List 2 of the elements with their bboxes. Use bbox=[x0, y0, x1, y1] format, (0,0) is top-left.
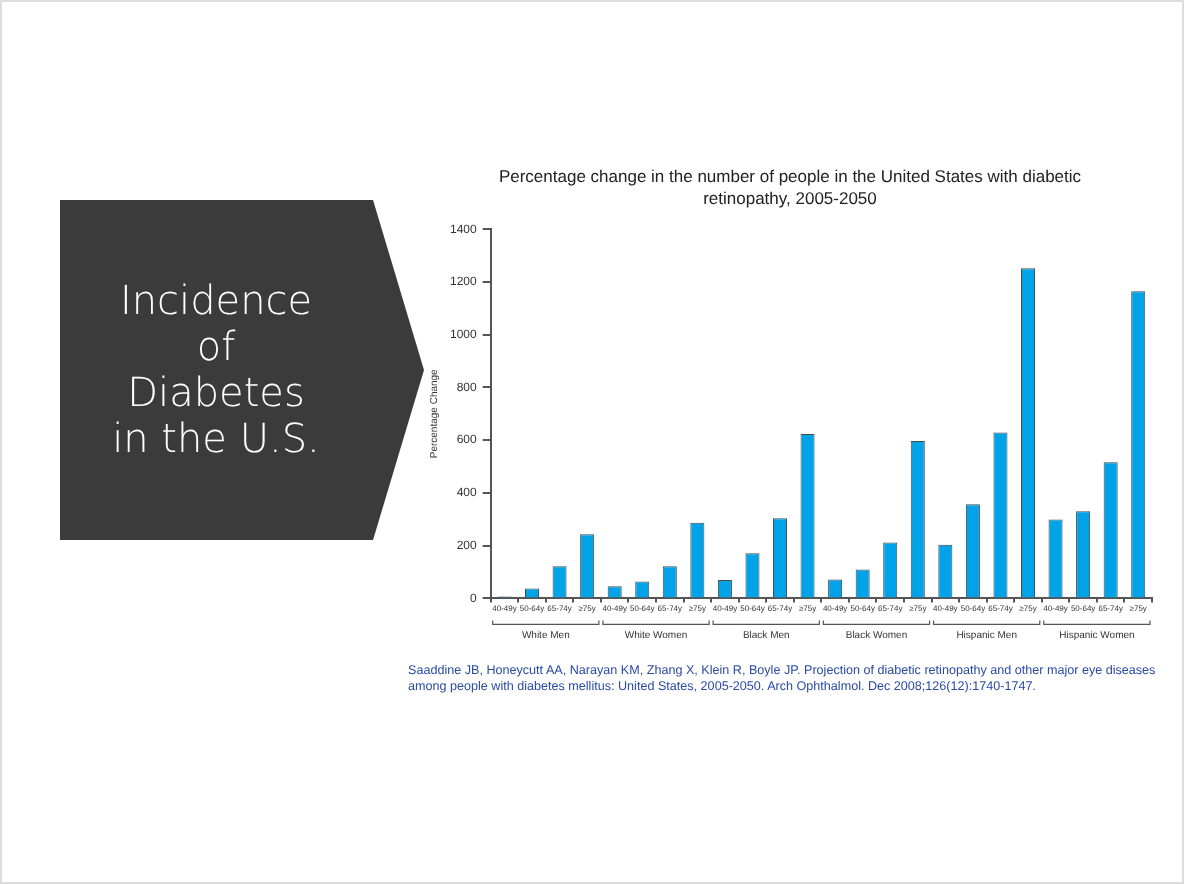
chart-subtitle: Percentage change in the number of people in the United States with diabetic retinopathy, 2005-2050 bbox=[496, 166, 1084, 210]
text: Incidence of Diabetes in the U.S. bbox=[110, 276, 322, 462]
